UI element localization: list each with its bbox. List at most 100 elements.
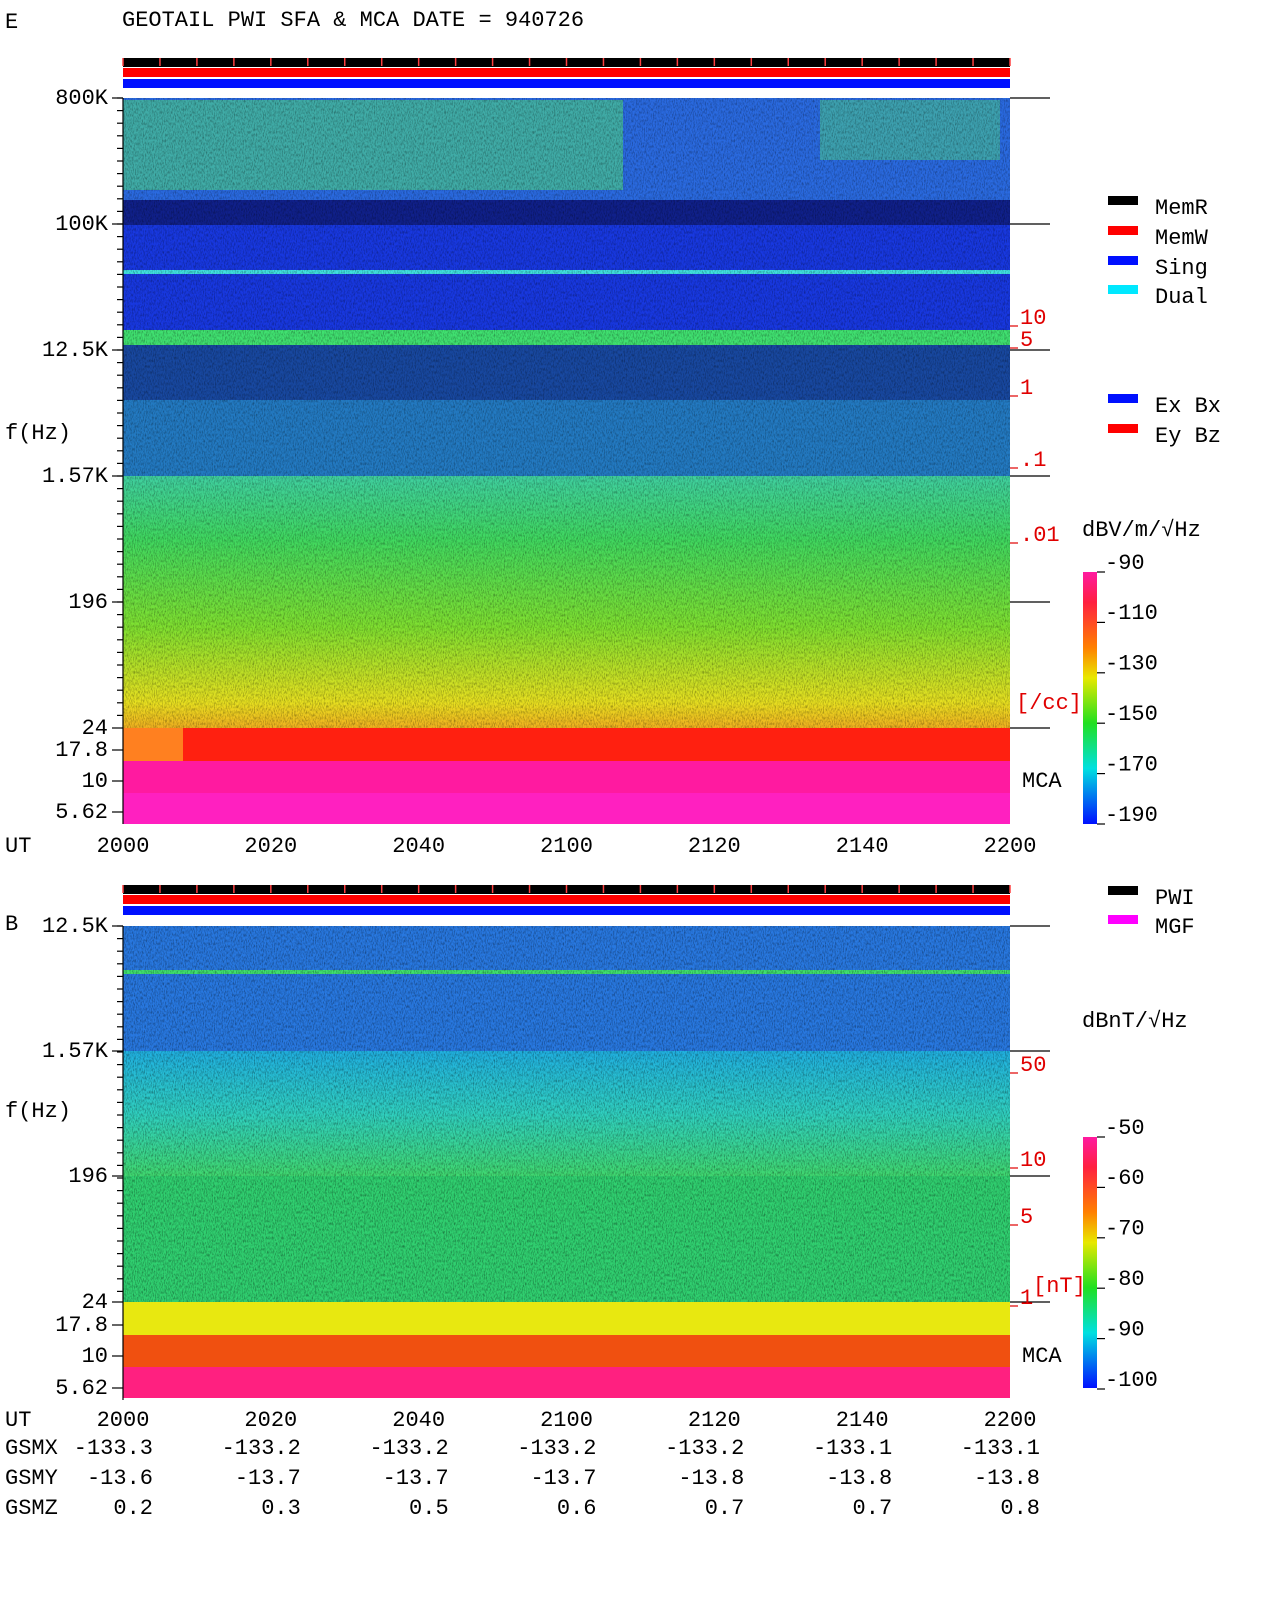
orbit-value: -133.2 (369, 1436, 448, 1461)
x-tick-label: 2020 (244, 1408, 297, 1433)
orbit-value: -13.6 (87, 1466, 153, 1491)
orbit-value: -13.7 (383, 1466, 449, 1491)
x-axis-label: UT (5, 1408, 31, 1433)
x-tick-label: 2200 (984, 1408, 1037, 1433)
mca-label: MCA (1022, 1344, 1062, 1369)
colorbar-tick-label: -130 (1105, 652, 1158, 677)
orbit-value: 0.3 (261, 1496, 301, 1521)
x-tick-label: 2000 (97, 834, 150, 859)
legend-label: Ey Bz (1155, 424, 1221, 449)
colorbar-tick-label: -50 (1105, 1116, 1145, 1141)
y-tick-label: 1.57K (42, 464, 109, 489)
x-tick-label: 2120 (688, 834, 741, 859)
colorbar-tick-label: -100 (1105, 1368, 1158, 1393)
y-tick-label: 5.62 (55, 1376, 108, 1401)
orbit-value: -133.1 (813, 1436, 892, 1461)
colorbar (1083, 1137, 1097, 1388)
x-tick-label: 2140 (836, 834, 889, 859)
legend-label: Dual (1155, 285, 1208, 310)
y-tick-label: 1.57K (42, 1039, 109, 1064)
spectrogram-e (123, 98, 1010, 824)
orbit-value: -133.3 (74, 1436, 153, 1461)
orbit-label: GSMX (5, 1436, 58, 1461)
colorbar-tick-label: -150 (1105, 702, 1158, 727)
colorbar-unit: dBnT/√Hz (1082, 1009, 1188, 1034)
scale-tick-label: 1 (1020, 376, 1033, 401)
legend-label: Sing (1155, 256, 1208, 281)
scale-tick-label: 5 (1020, 1205, 1033, 1230)
legend-swatch (1108, 886, 1138, 895)
y-tick-label: 800K (55, 86, 109, 111)
orbit-label: GSMY (5, 1466, 58, 1491)
orbit-value: 0.6 (557, 1496, 597, 1521)
orbit-value: -13.7 (235, 1466, 301, 1491)
orbit-value: -13.8 (826, 1466, 892, 1491)
x-tick-label: 2140 (836, 1408, 889, 1433)
colorbar-unit: dBV/m/√Hz (1082, 518, 1201, 543)
colorbar-tick-label: -110 (1105, 601, 1158, 626)
legend-swatch (1108, 256, 1138, 265)
y-tick-label: 196 (68, 590, 108, 615)
scale-unit: [nT] (1033, 1274, 1086, 1299)
y-tick-label: 10 (82, 1344, 108, 1369)
y-tick-label: 10 (82, 769, 108, 794)
orbit-value: -13.8 (974, 1466, 1040, 1491)
legend-swatch (1108, 285, 1138, 294)
colorbar-tick-label: -80 (1105, 1267, 1145, 1292)
x-tick-label: 2100 (540, 1408, 593, 1433)
legend-swatch (1108, 196, 1138, 205)
y-tick-label: 24 (82, 1290, 108, 1315)
colorbar-tick-label: -60 (1105, 1166, 1145, 1191)
x-tick-label: 2020 (244, 834, 297, 859)
panel-label: B (5, 912, 18, 937)
scale-tick-label: 10 (1020, 1148, 1046, 1173)
colorbar-tick-label: -70 (1105, 1217, 1145, 1242)
orbit-value: 0.7 (705, 1496, 745, 1521)
y-tick-label: 17.8 (55, 738, 108, 763)
orbit-value: -133.2 (665, 1436, 744, 1461)
scale-tick-label: .1 (1020, 448, 1046, 473)
scale-tick-label: .01 (1020, 523, 1060, 548)
y-axis-label: f(Hz) (5, 421, 71, 446)
legend-swatch (1108, 915, 1138, 924)
legend-swatch (1108, 424, 1138, 433)
y-tick-label: 196 (68, 1164, 108, 1189)
x-tick-label: 2040 (392, 834, 445, 859)
orbit-value: 0.2 (113, 1496, 153, 1521)
x-axis-label: UT (5, 834, 31, 859)
spectrogram-b (123, 926, 1010, 1398)
x-tick-label: 2000 (97, 1408, 150, 1433)
colorbar (1083, 572, 1097, 824)
legend-swatch (1108, 394, 1138, 403)
orbit-value: -13.8 (678, 1466, 744, 1491)
title: GEOTAIL PWI SFA & MCA DATE = 940726 (122, 8, 584, 33)
y-tick-label: 24 (82, 716, 108, 741)
y-tick-label: 100K (55, 212, 109, 237)
legend-label: MemW (1155, 226, 1209, 251)
y-tick-label: 12.5K (42, 338, 109, 363)
colorbar-tick-label: -90 (1105, 1317, 1145, 1342)
legend-label: Ex Bx (1155, 394, 1221, 419)
x-tick-label: 2100 (540, 834, 593, 859)
legend-label: PWI (1155, 886, 1195, 911)
legend-label: MemR (1155, 196, 1208, 221)
scale-tick-label: 10 (1020, 306, 1046, 331)
orbit-value: 0.5 (409, 1496, 449, 1521)
orbit-value: -133.2 (517, 1436, 596, 1461)
orbit-value: 0.7 (853, 1496, 893, 1521)
x-tick-label: 2200 (984, 834, 1037, 859)
y-tick-label: 17.8 (55, 1313, 108, 1338)
x-tick-label: 2120 (688, 1408, 741, 1433)
mca-label: MCA (1022, 769, 1062, 794)
orbit-label: GSMZ (5, 1496, 58, 1521)
orbit-value: -13.7 (530, 1466, 596, 1491)
scale-tick-label: 1 (1020, 1286, 1033, 1311)
scale-tick-label: 5 (1020, 328, 1033, 353)
orbit-value: -133.1 (961, 1436, 1040, 1461)
scale-tick-label: 50 (1020, 1053, 1046, 1078)
legend-swatch (1108, 226, 1138, 235)
panel-label: E (5, 10, 18, 35)
y-axis-label: f(Hz) (5, 1099, 71, 1124)
